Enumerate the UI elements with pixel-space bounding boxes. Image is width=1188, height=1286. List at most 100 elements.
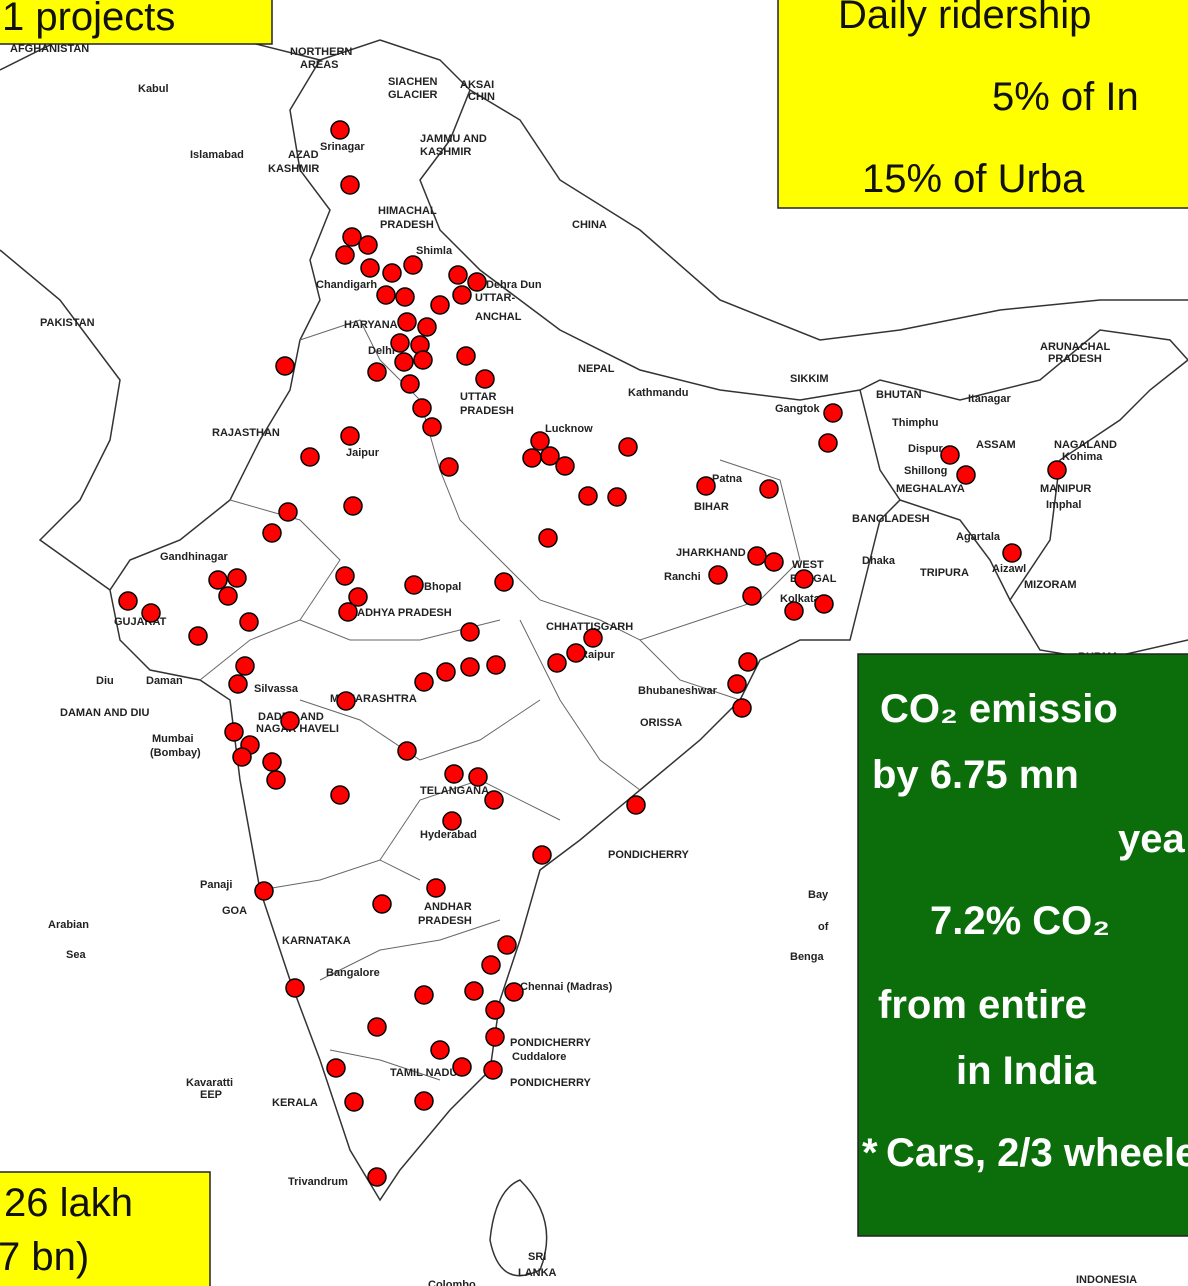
project-dot — [403, 255, 423, 275]
place-label: Shimla — [416, 245, 453, 257]
place-label: Diu — [96, 675, 114, 687]
place-label: Dispur — [908, 443, 944, 455]
place-label: of — [818, 921, 829, 933]
place-label: PONDICHERRY — [608, 849, 690, 861]
project-dot — [330, 785, 350, 805]
place-label: Bangalore — [326, 967, 380, 979]
place-label: TAMIL NADU — [390, 1067, 457, 1079]
project-dot — [494, 572, 514, 592]
callout-text: 1 projects — [2, 0, 175, 39]
project-dot — [956, 465, 976, 485]
place-label: Hyderabad — [420, 829, 477, 841]
project-dot — [618, 437, 638, 457]
place-label: PRADESH — [1048, 353, 1102, 365]
place-label: Cuddalore — [512, 1051, 566, 1063]
callout-text: * — [862, 1131, 878, 1175]
place-label: Daman — [146, 675, 183, 687]
place-label: Bhubaneshwar — [638, 685, 718, 697]
project-dot — [547, 653, 567, 673]
place-label: INDONESIA — [1076, 1274, 1137, 1286]
place-label: Patna — [712, 473, 743, 485]
callout-text: CO₂ emissio — [880, 687, 1118, 731]
project-dot — [823, 403, 843, 423]
place-label: PONDICHERRY — [510, 1037, 592, 1049]
project-dot — [732, 698, 752, 718]
place-label: Chandigarh — [316, 279, 377, 291]
place-label: Kolkata — [780, 593, 821, 605]
place-label: AFGHANISTAN — [10, 43, 89, 55]
place-label: Benga — [790, 951, 825, 963]
project-dot — [141, 603, 161, 623]
project-dot — [759, 479, 779, 499]
project-dot — [1047, 460, 1067, 480]
place-label: ANDHAR — [424, 901, 472, 913]
project-dot — [696, 476, 716, 496]
project-dot — [566, 643, 586, 663]
place-label: LANKA — [518, 1267, 557, 1279]
place-label: Aizawl — [992, 563, 1026, 575]
callout-text: Cars, 2/3 wheeler — [886, 1131, 1188, 1175]
project-dot — [497, 935, 517, 955]
place-label: UTTAR — [460, 391, 497, 403]
place-label: BHUTAN — [876, 389, 922, 401]
callout-box — [857, 653, 1188, 1237]
project-dot — [382, 263, 402, 283]
project-dot — [738, 652, 758, 672]
project-dot — [397, 312, 417, 332]
place-label: KARNATAKA — [282, 935, 351, 947]
project-dot — [426, 878, 446, 898]
place-label: JHARKHAND — [676, 547, 746, 559]
india-border — [109, 39, 1188, 1202]
project-dot — [452, 285, 472, 305]
place-label: Kathmandu — [628, 387, 689, 399]
project-dot — [522, 448, 542, 468]
project-dot — [262, 752, 282, 772]
project-dot — [708, 565, 728, 585]
project-dot — [367, 362, 387, 382]
place-label: ANCHAL — [475, 311, 522, 323]
project-dot — [367, 1167, 387, 1187]
project-dot — [413, 350, 433, 370]
place-label: MANIPUR — [1040, 483, 1091, 495]
place-label: Arabian — [48, 919, 89, 931]
project-dot — [232, 747, 252, 767]
project-dot — [742, 586, 762, 606]
place-label: Mumbai — [152, 733, 194, 745]
callout-text: 26 lakh — [4, 1181, 133, 1225]
project-dot — [326, 1058, 346, 1078]
project-dot — [342, 227, 362, 247]
project-dot — [262, 523, 282, 543]
project-dot — [343, 496, 363, 516]
place-label: Colombo — [428, 1279, 476, 1286]
place-label: PRADESH — [380, 219, 434, 231]
place-label: Chennai (Madras) — [520, 981, 613, 993]
place-label: HARYANA — [344, 319, 398, 331]
project-dot — [412, 398, 432, 418]
place-label: Trivandrum — [288, 1176, 348, 1188]
project-dot — [285, 978, 305, 998]
place-label: Dehra Dun — [486, 279, 542, 291]
place-label: Thimphu — [892, 417, 938, 429]
project-dot — [430, 1040, 450, 1060]
project-dot — [208, 570, 228, 590]
place-label: Islamabad — [190, 149, 244, 161]
place-label: Srinagar — [320, 141, 365, 153]
place-label: AZAD — [288, 149, 319, 161]
project-dot — [583, 628, 603, 648]
place-label: NAGAR HAVELI — [256, 723, 339, 735]
place-label: PRADESH — [418, 915, 472, 927]
place-label: MADHYA PRADESH — [348, 607, 452, 619]
callout-text: 7.2% CO₂ — [930, 899, 1110, 943]
project-dot — [485, 1027, 505, 1047]
project-dot — [578, 486, 598, 506]
place-label: KASHMIR — [420, 146, 471, 158]
project-dot — [464, 981, 484, 1001]
place-label: ASSAM — [976, 439, 1016, 451]
project-dot — [338, 602, 358, 622]
project-dot — [414, 985, 434, 1005]
project-dot — [484, 790, 504, 810]
project-dot — [300, 447, 320, 467]
place-label: Dhaka — [862, 555, 896, 567]
place-label: CHIN — [468, 91, 495, 103]
